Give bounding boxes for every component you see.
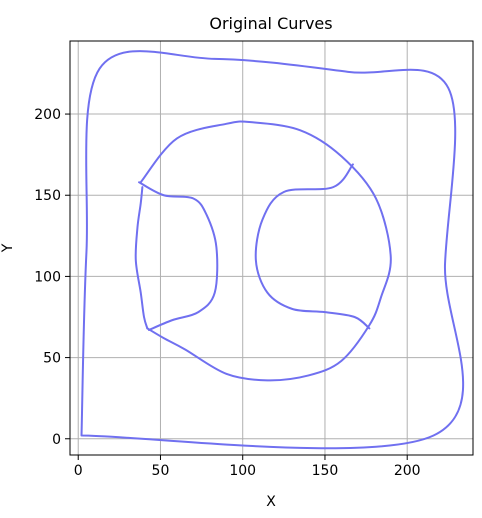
curve-2: [134, 186, 149, 330]
curve-1: [80, 50, 465, 450]
y-tick-label: 50: [43, 351, 61, 367]
curve-4: [138, 181, 219, 331]
y-axis-label: Y: [0, 243, 16, 253]
x-tick-label: 200: [394, 463, 421, 479]
x-tick-label: 150: [312, 463, 339, 479]
y-tick-label: 100: [34, 269, 61, 285]
x-tick-label: 0: [74, 463, 83, 479]
chart-title: Original Curves: [209, 14, 332, 33]
x-tick-label: 50: [152, 463, 170, 479]
x-tick-label: 100: [229, 463, 256, 479]
curve-3: [139, 120, 392, 382]
grid: [70, 41, 473, 455]
x-axis-label: X: [266, 494, 276, 510]
curve-5: [254, 163, 371, 330]
ticks: 0 50 100 150 200 0 50 100 150 200: [34, 107, 420, 479]
y-tick-label: 150: [34, 188, 61, 204]
series-layer: [80, 50, 465, 450]
plot-frame: [69, 40, 474, 456]
y-tick-label: 200: [34, 107, 61, 123]
y-tick-label: 0: [52, 432, 61, 448]
